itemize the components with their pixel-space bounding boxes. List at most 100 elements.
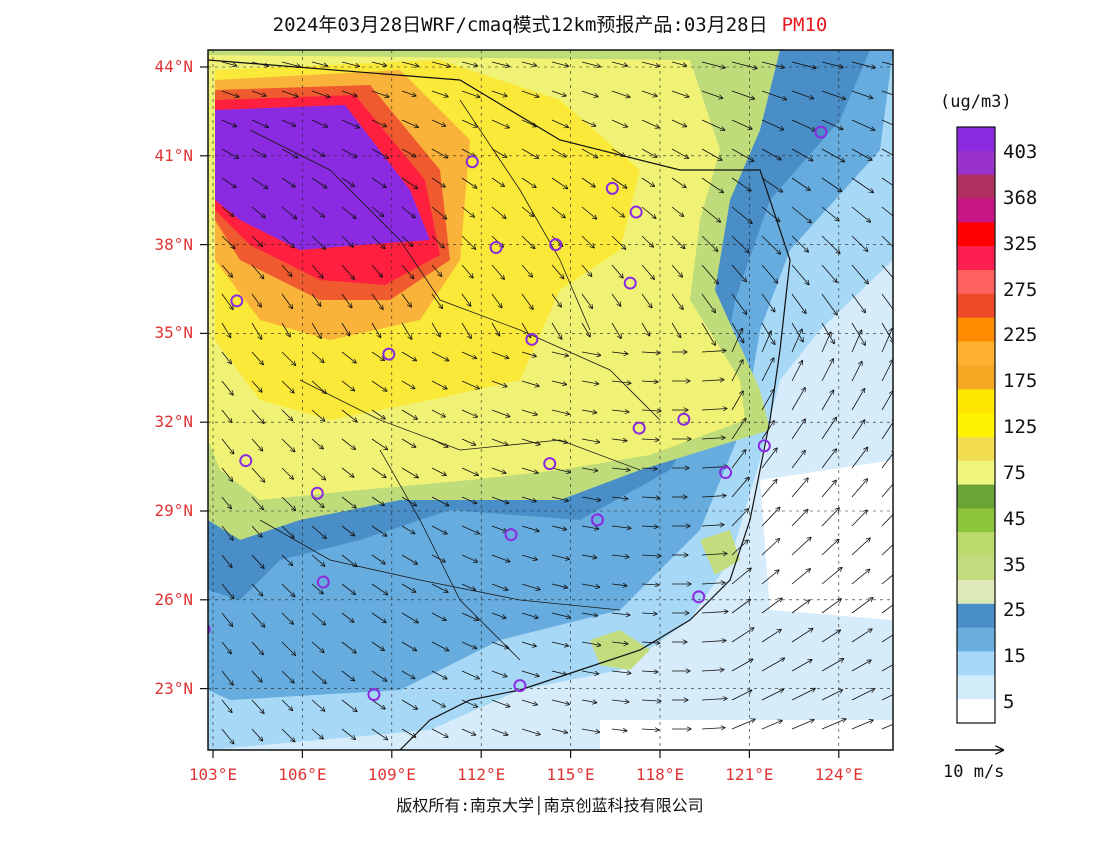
wind-arrow [851, 361, 862, 382]
wind-arrow [551, 148, 566, 157]
wind-vectors [221, 61, 893, 744]
wind-arrow [341, 264, 354, 279]
wind-arrow [551, 90, 566, 96]
wind-arrow [371, 641, 384, 650]
wind-arrow [581, 61, 600, 67]
wind-arrow [281, 583, 295, 597]
wind-arrow [491, 728, 508, 735]
wind-arrow [701, 554, 727, 555]
wind-arrow [251, 438, 263, 451]
wind-arrow [791, 322, 803, 342]
wind-arrow [341, 409, 357, 422]
wind-arrow [881, 418, 893, 440]
wind-arrow [821, 719, 846, 730]
colorbar-unit: (ug/m3) [940, 92, 1012, 112]
city-marker [629, 205, 643, 219]
city-marker [757, 439, 771, 453]
wind-arrow [221, 554, 232, 568]
wind-arrow [551, 467, 570, 473]
wind-arrow [551, 177, 568, 189]
wind-arrow [821, 390, 834, 411]
wind-arrow [761, 61, 784, 68]
wind-arrow [311, 641, 324, 653]
copyright-text: 版权所有:南京大学│南京创蓝科技有限公司 [396, 796, 704, 815]
wind-arrow [251, 351, 263, 365]
colorbar-tick-label: 15 [1003, 645, 1026, 668]
wind-arrow [371, 699, 385, 709]
wind-arrow [431, 90, 448, 97]
wind-arrow [701, 670, 724, 671]
wind-arrow [461, 380, 479, 389]
wind-arrow [461, 583, 476, 590]
wind-arrow [461, 525, 479, 534]
wind-arrow [431, 438, 448, 447]
wind-arrow [611, 526, 631, 528]
wind-arrow [581, 235, 594, 248]
wind-arrow [221, 206, 234, 216]
wind-arrow [491, 293, 502, 308]
wind-arrow [341, 612, 354, 622]
wind-arrow [401, 525, 415, 534]
wind-arrow [821, 293, 837, 315]
wind-arrow [401, 322, 412, 339]
axis-ticks [200, 66, 840, 758]
wind-arrow [761, 90, 787, 100]
wind-arrow [851, 689, 874, 701]
wind-arrow [371, 148, 389, 158]
wind-arrow [401, 235, 413, 246]
wind-arrow [761, 293, 775, 312]
wind-arrow [881, 391, 893, 411]
lon-tick-label: 118°E [635, 765, 685, 784]
wind-arrow [491, 119, 509, 128]
wind-arrow [431, 322, 440, 337]
wind-arrow [821, 539, 839, 556]
wind-arrow [341, 728, 355, 739]
wind-arrow [731, 690, 752, 701]
wind-arrow [851, 61, 875, 68]
wind-arrow [641, 148, 657, 157]
wind-arrow [461, 699, 478, 707]
wind-arrow [401, 206, 415, 218]
wind-arrow [551, 438, 568, 443]
wind-arrow [791, 628, 813, 643]
city-marker [513, 679, 527, 693]
wind-arrow [611, 264, 623, 278]
wind-arrow [701, 264, 718, 284]
wind-arrow [791, 361, 802, 382]
wind-arrow [701, 496, 726, 497]
wind-arrow [431, 264, 442, 276]
wind-arrow [431, 235, 444, 248]
wind-arrow [551, 670, 567, 675]
colorbar-tick-label: 325 [1003, 232, 1038, 255]
wind-arrow [641, 61, 659, 66]
wind-arrow [791, 90, 814, 99]
wind-arrow [251, 90, 266, 96]
wind-arrow [851, 388, 865, 411]
colorbar-tick-label: 368 [1003, 186, 1038, 209]
wind-arrow [521, 728, 540, 735]
wind-arrow [731, 391, 743, 411]
wind-arrow [581, 119, 596, 126]
wind-arrow [431, 496, 449, 506]
wind-arrow [581, 322, 590, 337]
wind-arrow [401, 61, 418, 66]
wind-arrow [761, 148, 781, 160]
wind-arrow [491, 177, 504, 186]
wind-arrow [401, 554, 417, 564]
wind-arrow [851, 235, 868, 251]
wind-arrow [521, 148, 539, 158]
wind-arrow [821, 235, 840, 253]
wind-arrow [491, 554, 510, 562]
wind-arrow [431, 293, 443, 309]
lat-tick-label: 38°N [154, 234, 193, 254]
wind-arrow [881, 513, 893, 527]
wind-arrow [281, 612, 293, 624]
wind-arrow [671, 322, 681, 338]
wind-arrow [281, 641, 296, 655]
wind-arrow [671, 206, 684, 216]
wind-arrow [521, 351, 536, 356]
wind-arrow [371, 612, 386, 623]
lat-lon-grid [208, 50, 893, 750]
wind-arrow [281, 119, 296, 126]
wind-arrow [371, 525, 387, 536]
